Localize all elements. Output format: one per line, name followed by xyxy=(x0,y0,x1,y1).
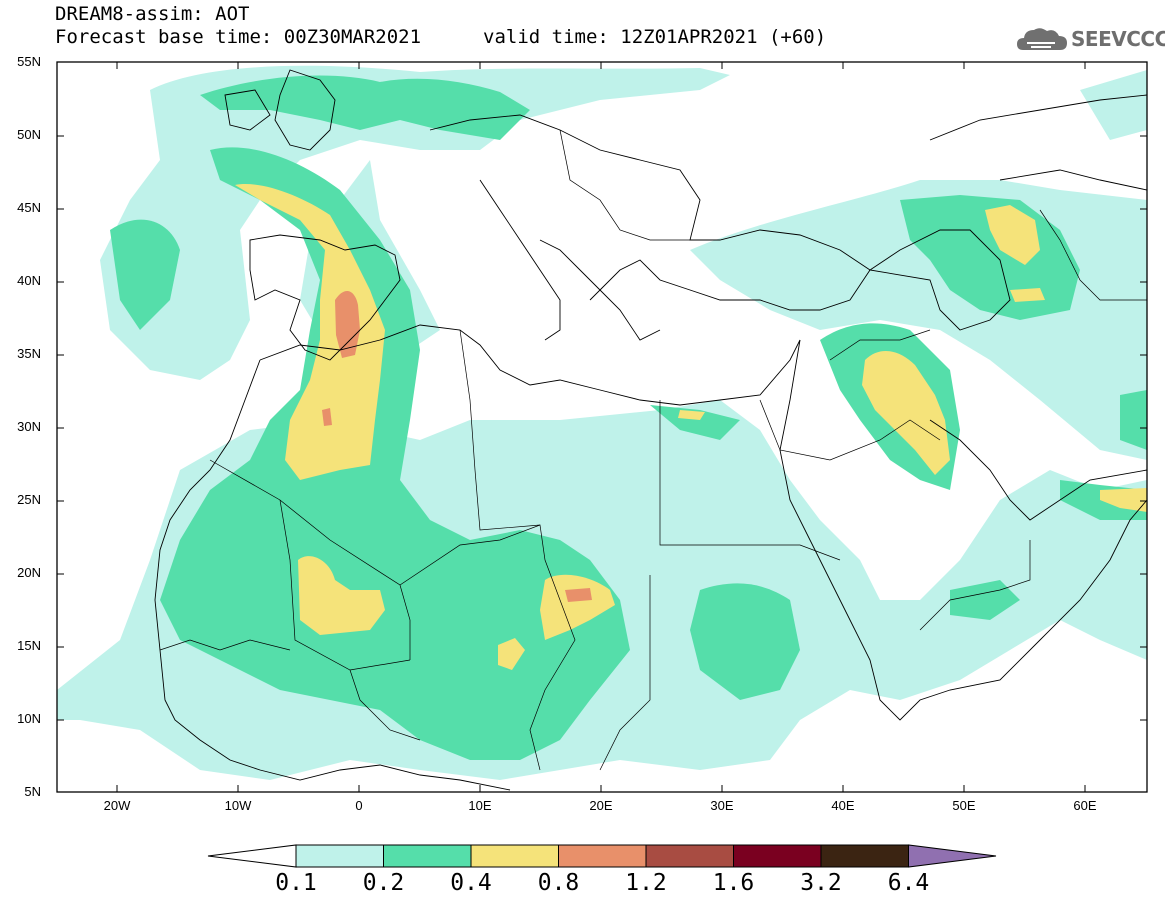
colorbar xyxy=(207,844,997,868)
colorbar-label: 0.4 xyxy=(450,870,492,896)
lat-label: 5N xyxy=(24,784,41,799)
colorbar-label: 0.8 xyxy=(537,870,580,896)
colorbar-label: 1.6 xyxy=(712,870,755,896)
logo-text: SEEVCCC xyxy=(1071,27,1165,51)
lat-label: 10N xyxy=(17,711,41,726)
coastlines xyxy=(154,69,1147,791)
colorbar-segment xyxy=(645,844,734,868)
aot-level-0.8 xyxy=(322,290,592,602)
lon-label: 20W xyxy=(103,798,131,813)
lon-label: 50E xyxy=(952,798,976,813)
colorbar-segment xyxy=(470,844,559,868)
colorbar-label: 1.2 xyxy=(625,870,667,896)
lon-label: 0 xyxy=(355,798,363,813)
cloud-icon xyxy=(1017,28,1067,50)
borders xyxy=(159,129,1147,771)
lon-label: 40E xyxy=(831,798,855,813)
valid-time: valid time: 12Z01APR2021 (+60) xyxy=(483,26,827,48)
seevccc-logo: SEEVCCC xyxy=(1015,24,1165,56)
lon-label: 30E xyxy=(710,798,734,813)
colorbar-arrow-low xyxy=(207,844,297,868)
colorbar-label: 3.2 xyxy=(800,870,842,896)
aot-field xyxy=(57,62,1147,792)
colorbar-segment xyxy=(733,844,822,868)
lat-label: 40N xyxy=(17,273,41,288)
lat-label: 45N xyxy=(17,200,41,215)
aot-level-0.4 xyxy=(235,184,1147,670)
colorbar-label: 0.1 xyxy=(275,870,317,896)
colorbar-label: 6.4 xyxy=(887,870,930,896)
colorbar-segment xyxy=(295,844,384,868)
lat-label: 25N xyxy=(17,492,41,507)
lat-label: 30N xyxy=(17,419,41,434)
lat-label: 20N xyxy=(17,565,41,580)
lat-label: 35N xyxy=(17,346,41,361)
colorbar-segment xyxy=(820,844,909,868)
lon-label: 60E xyxy=(1073,798,1097,813)
colorbar-arrow-high xyxy=(908,844,997,868)
plot-frame xyxy=(56,61,1148,793)
colorbar-segment xyxy=(558,844,647,868)
forecast-base-time: Forecast base time: 00Z30MAR2021 xyxy=(55,26,422,48)
lon-label: 10E xyxy=(468,798,492,813)
axis-ticks xyxy=(57,62,1147,792)
lat-label: 55N xyxy=(17,54,41,69)
map-title: DREAM8-assim: AOT xyxy=(55,3,250,25)
lat-label: 50N xyxy=(17,127,41,142)
lon-label: 10W xyxy=(224,798,252,813)
lon-label: 20E xyxy=(589,798,613,813)
colorbar-label: 0.2 xyxy=(362,870,405,896)
lat-label: 15N xyxy=(17,638,41,653)
colorbar-segment xyxy=(383,844,472,868)
